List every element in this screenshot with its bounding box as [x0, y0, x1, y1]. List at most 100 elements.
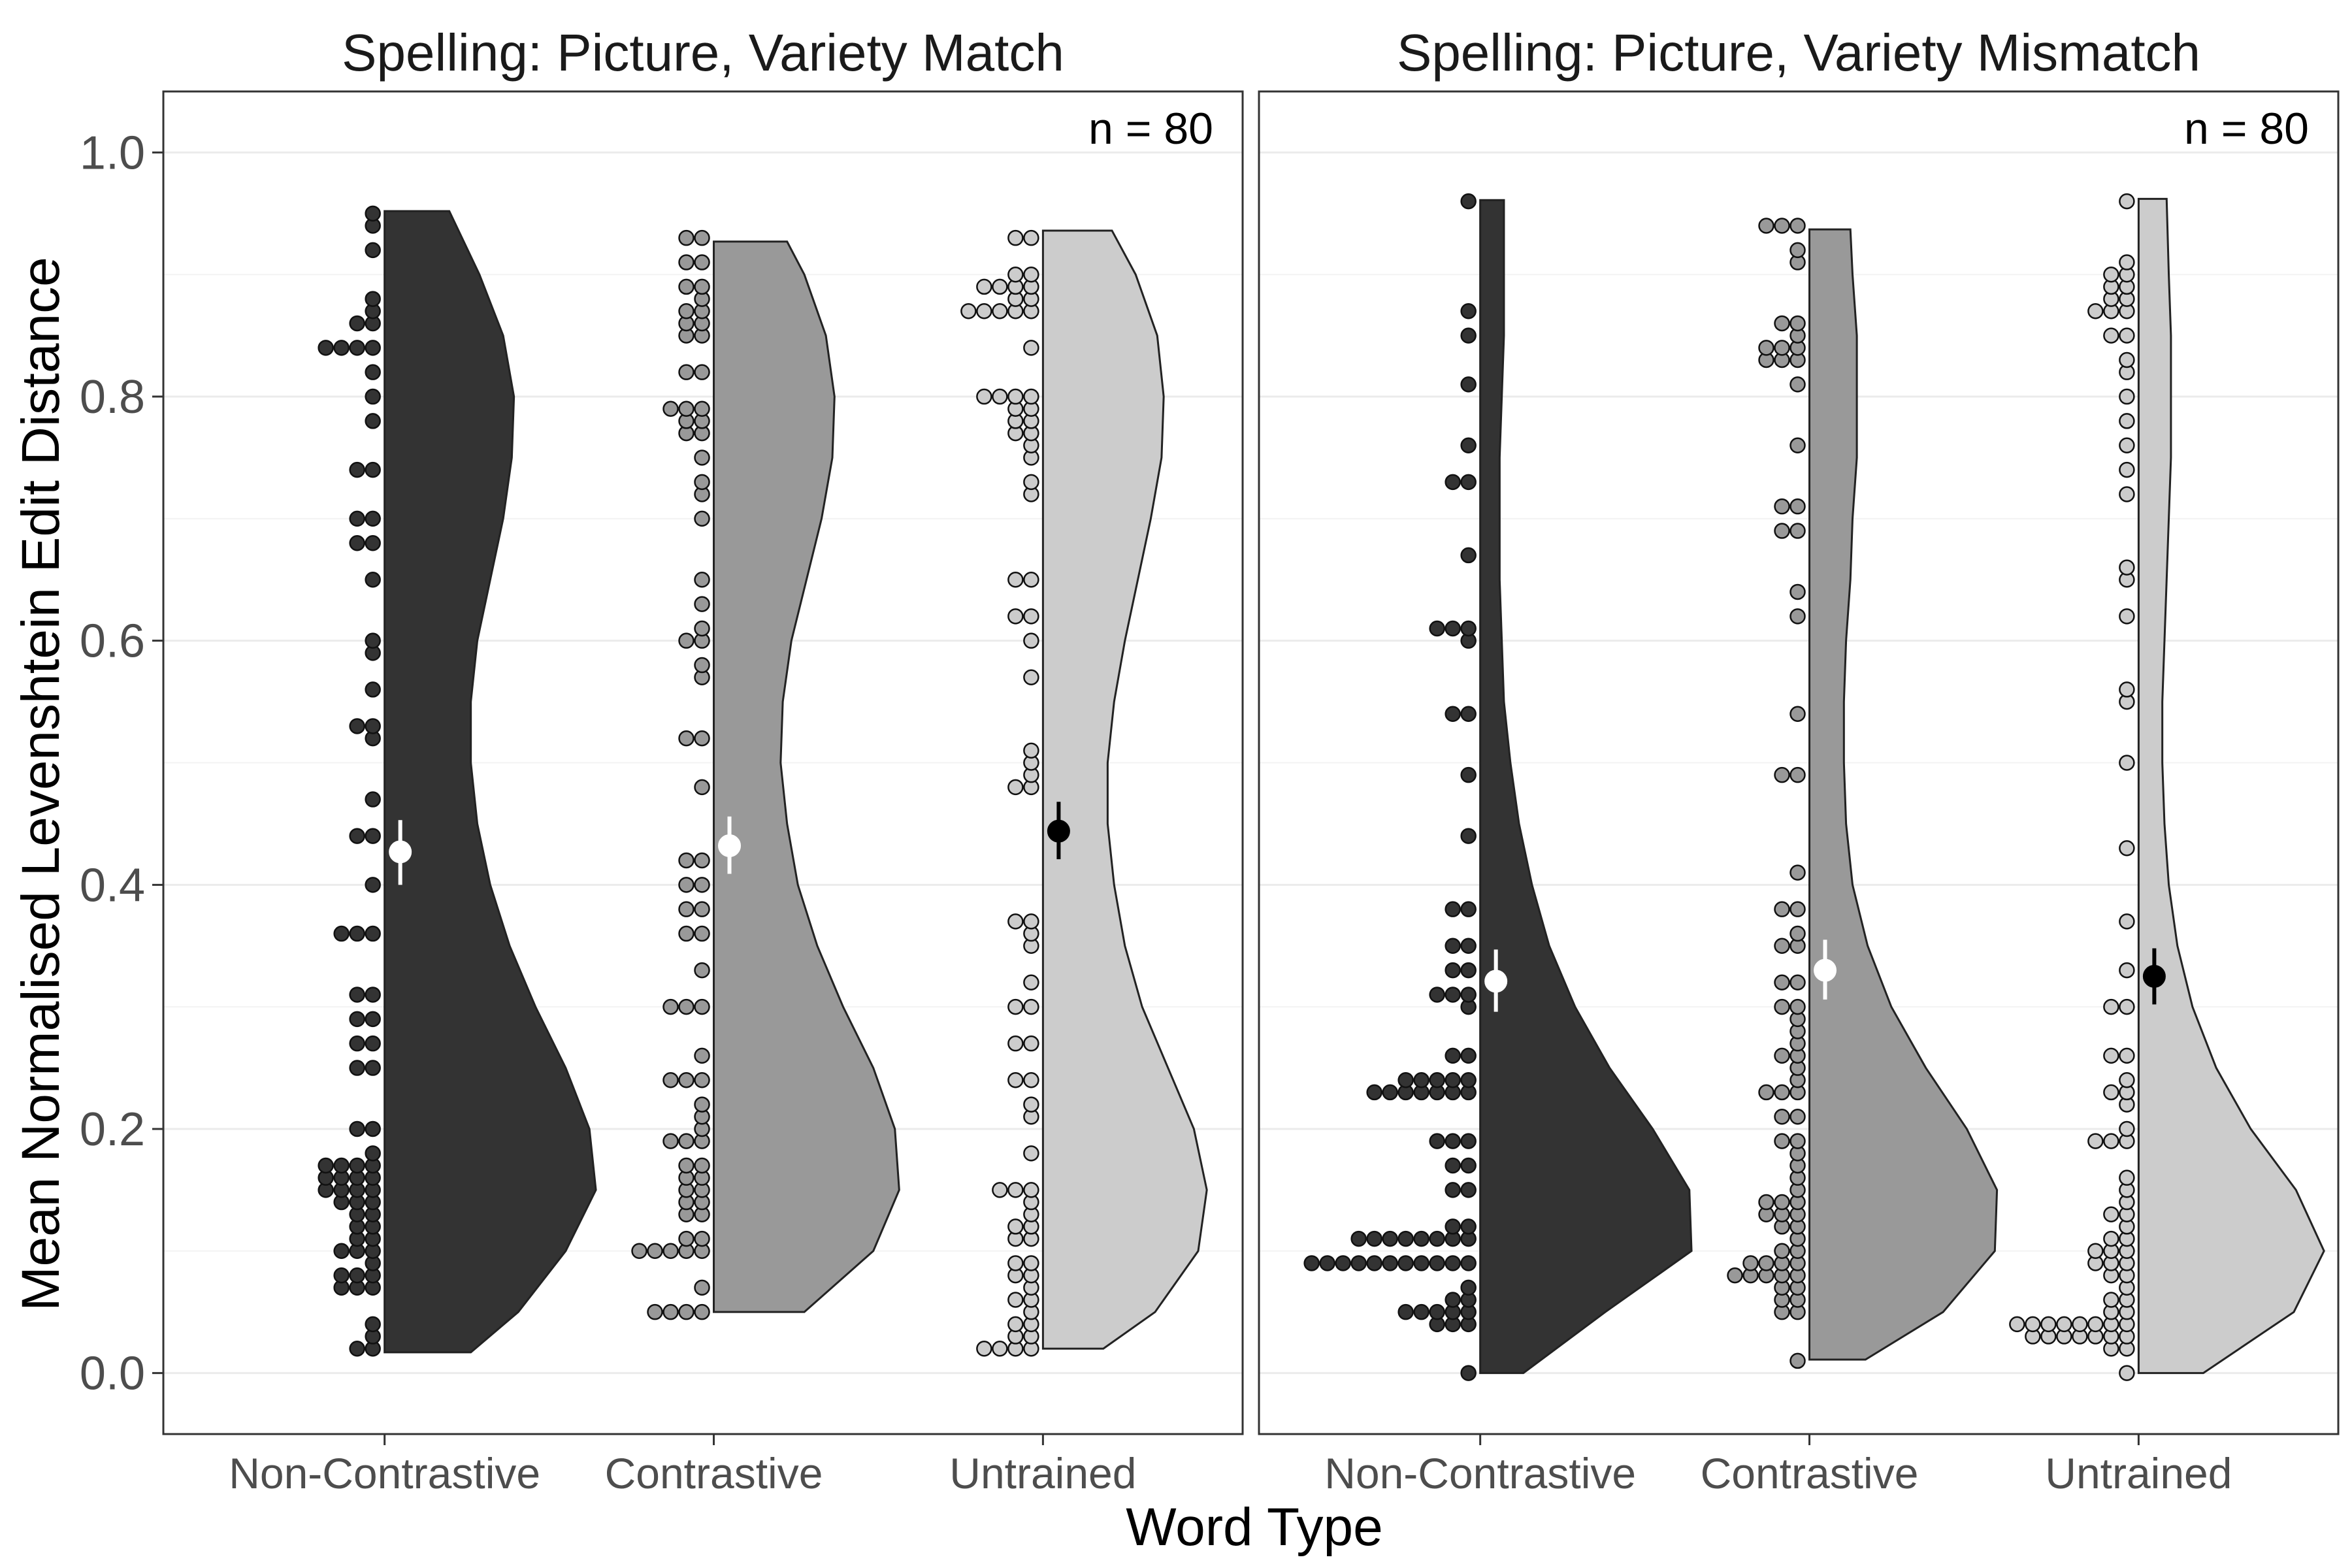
data-point: [2087, 303, 2104, 319]
data-point: [2103, 1230, 2119, 1247]
mean-point: [2142, 964, 2166, 988]
data-point: [1789, 901, 1806, 917]
data-point: [694, 877, 710, 893]
data-point: [349, 828, 365, 844]
data-point: [1382, 1255, 1398, 1271]
data-point: [2025, 1316, 2041, 1333]
data-point: [349, 1011, 365, 1028]
data-point: [1774, 998, 1790, 1015]
data-point: [662, 998, 679, 1015]
data-point: [1007, 1182, 1024, 1198]
data-point: [1007, 266, 1024, 283]
data-point: [2119, 388, 2135, 405]
data-point: [1460, 376, 1477, 393]
data-point: [2119, 681, 2135, 698]
data-point: [2103, 1084, 2119, 1101]
data-point: [365, 681, 381, 698]
data-point: [1758, 1194, 1774, 1211]
data-point: [1023, 608, 1039, 625]
data-point: [1445, 1292, 1461, 1308]
data-point: [365, 1060, 381, 1076]
data-point: [2119, 254, 2135, 270]
data-point: [694, 364, 710, 380]
facet-title: Spelling: Picture, Variety Mismatch: [1397, 24, 2200, 82]
data-point: [1460, 474, 1477, 491]
data-point: [647, 1303, 663, 1320]
data-point: [662, 1133, 679, 1149]
data-point: [365, 632, 381, 649]
data-point: [1303, 1255, 1320, 1271]
data-point: [1397, 1303, 1414, 1320]
data-point: [678, 632, 694, 649]
density-cloud: [1041, 229, 1208, 1350]
data-point: [1382, 1084, 1398, 1101]
data-point: [349, 340, 365, 356]
data-point: [2119, 193, 2135, 210]
data-point: [1460, 706, 1477, 723]
data-point: [2119, 437, 2135, 454]
data-point: [694, 1071, 710, 1088]
data-point: [1023, 1255, 1039, 1271]
data-point: [349, 510, 365, 527]
data-point: [1789, 437, 1806, 454]
data-point: [1413, 1071, 1429, 1088]
density-cloud: [384, 210, 597, 1354]
data-point: [1460, 766, 1477, 783]
data-point: [365, 413, 381, 429]
data-point: [694, 1096, 710, 1113]
data-point: [1319, 1255, 1335, 1271]
data-point: [2119, 840, 2135, 857]
data-point: [694, 779, 710, 796]
data-point: [1460, 987, 1477, 1003]
data-point: [1023, 669, 1039, 685]
data-point: [349, 718, 365, 734]
data-point: [694, 925, 710, 942]
data-point: [2119, 1169, 2135, 1186]
data-point: [349, 1340, 365, 1357]
data-point: [1023, 742, 1039, 759]
data-point: [365, 1145, 381, 1162]
data-point: [333, 1267, 350, 1284]
data-point: [1382, 1230, 1398, 1247]
data-point: [1023, 340, 1039, 356]
data-point: [365, 877, 381, 893]
panel-variety-mismatch: Spelling: Picture, Variety Mismatch n = …: [1258, 24, 2340, 1435]
data-point: [1445, 1182, 1461, 1198]
data-point: [1789, 974, 1806, 991]
data-point: [1366, 1255, 1382, 1271]
data-point: [1789, 864, 1806, 881]
data-point: [365, 572, 381, 588]
data-point: [1789, 998, 1806, 1015]
data-point: [678, 1133, 694, 1149]
data-point: [1789, 498, 1806, 515]
data-point: [1007, 608, 1024, 625]
data-point: [2040, 1316, 2057, 1333]
data-point: [694, 596, 710, 612]
data-point: [333, 925, 350, 942]
data-point: [2009, 1316, 2025, 1333]
data-point: [1007, 1255, 1024, 1271]
data-point: [1789, 376, 1806, 393]
data-point: [2119, 755, 2135, 771]
data-point: [1460, 962, 1477, 979]
data-point: [349, 1267, 365, 1284]
data-point: [647, 1243, 663, 1260]
data-point: [365, 205, 381, 222]
panel-marks: [1303, 193, 2325, 1381]
data-point: [1460, 193, 1477, 210]
mean-point: [1814, 958, 1837, 982]
data-point: [1789, 1352, 1806, 1369]
data-point: [1366, 1230, 1382, 1247]
data-point: [1007, 572, 1024, 588]
data-point: [678, 400, 694, 417]
y-tick-label: 1.0: [80, 127, 145, 179]
data-point: [318, 340, 334, 356]
data-point: [1007, 1071, 1024, 1088]
data-point: [1460, 1157, 1477, 1174]
data-point: [678, 730, 694, 747]
x-tick-label: Non-Contrastive: [1324, 1449, 1636, 1497]
data-point: [976, 388, 992, 405]
data-point: [349, 461, 365, 478]
data-point: [349, 1060, 365, 1076]
